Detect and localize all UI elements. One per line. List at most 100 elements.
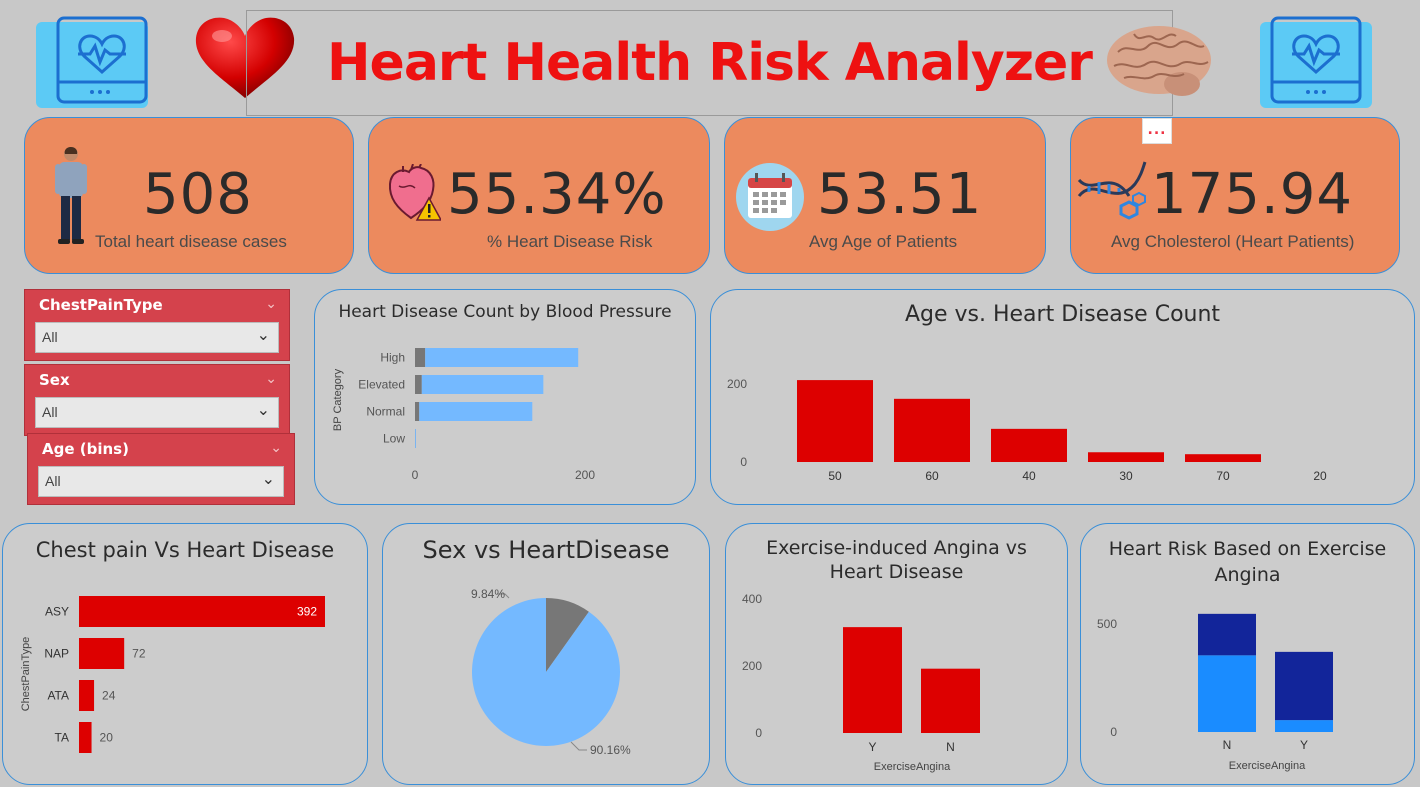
category-label: 20 bbox=[1313, 469, 1327, 483]
heart-icon bbox=[195, 17, 295, 99]
title-box: Heart Health Risk Analyzer bbox=[246, 10, 1173, 116]
bar bbox=[415, 375, 422, 394]
x-axis-label: ExerciseAngina bbox=[874, 761, 951, 773]
slicer-dropdown[interactable]: All ⌄ bbox=[35, 397, 279, 428]
chart-panel-angina: Exercise-induced Angina vs Heart Disease… bbox=[725, 523, 1068, 785]
dna-icon bbox=[1077, 161, 1147, 220]
kpi-value: 175.94 bbox=[1151, 162, 1353, 227]
bar bbox=[1185, 454, 1261, 462]
data-label: 72 bbox=[132, 647, 146, 661]
data-label: 9.84% bbox=[471, 587, 505, 601]
y-axis-label: BP Category bbox=[332, 368, 344, 431]
bp-chart: BP Category High Elevated Normal Low 0 200 bbox=[332, 348, 595, 482]
collapse-chevron-icon[interactable]: ⌄ bbox=[265, 296, 277, 312]
data-label: 24 bbox=[102, 689, 116, 703]
category-label: N bbox=[946, 740, 955, 754]
chevron-down-icon: ⌄ bbox=[256, 400, 270, 419]
category-label: ASY bbox=[45, 605, 69, 619]
data-label: 20 bbox=[100, 731, 114, 745]
data-label: 392 bbox=[297, 605, 317, 619]
bar bbox=[1088, 452, 1164, 462]
chart-title: Chest pain Vs Heart Disease bbox=[35, 538, 335, 562]
monitor-heartbeat-icon bbox=[1260, 16, 1372, 108]
chart-title: Exercise-induced Angina vs Heart Disease bbox=[766, 537, 1027, 583]
kpi-value: 53.51 bbox=[817, 162, 983, 227]
bar bbox=[991, 428, 1067, 462]
chart-panel-sex: Sex vs HeartDisease 9.84% 90.16% bbox=[382, 523, 710, 785]
brain-icon bbox=[1107, 26, 1211, 96]
tick-label: 200 bbox=[575, 468, 595, 482]
chest-pain-chart: ChestPainType ASY NAP ATA TA 392 72 24 20 bbox=[20, 596, 325, 753]
category-label: 70 bbox=[1216, 469, 1230, 483]
slicer-dropdown[interactable]: All ⌄ bbox=[38, 466, 284, 497]
collapse-chevron-icon[interactable]: ⌄ bbox=[265, 371, 277, 387]
tick-label: 500 bbox=[1097, 617, 1117, 631]
bar bbox=[921, 668, 980, 733]
bar bbox=[843, 627, 902, 733]
category-label: 60 bbox=[925, 469, 939, 483]
category-label: Y bbox=[868, 740, 876, 754]
bar bbox=[1275, 720, 1333, 732]
kpi-card-risk: 55.34% % Heart Disease Risk bbox=[368, 117, 710, 274]
chart-panel-bp: Heart Disease Count by Blood Pressure BP… bbox=[314, 289, 696, 505]
kpi-label: % Heart Disease Risk bbox=[487, 232, 653, 251]
page-title: Heart Health Risk Analyzer bbox=[327, 33, 1093, 93]
bar bbox=[415, 348, 426, 367]
kpi-card-total-cases: 508 Total heart disease cases bbox=[24, 117, 354, 274]
heart-warning-icon bbox=[388, 164, 441, 221]
bar bbox=[79, 596, 325, 627]
kpi-card-avg-age: 53.51 Avg Age of Patients bbox=[724, 117, 1046, 274]
kpi-value: 55.34% bbox=[447, 162, 667, 227]
slicer-chest-pain-type: ChestPainType ⌄ All ⌄ bbox=[24, 289, 290, 361]
slicer-value: All bbox=[45, 473, 61, 489]
bar bbox=[415, 402, 420, 421]
category-label: 30 bbox=[1119, 469, 1133, 483]
kpi-card-avg-cholesterol: 175.94 Avg Cholesterol (Heart Patients) bbox=[1070, 117, 1400, 274]
chart-panel-risk: Heart Risk Based on Exercise Angina Exer… bbox=[1080, 523, 1415, 785]
tick-label: 0 bbox=[755, 726, 762, 740]
bar bbox=[415, 429, 416, 448]
more-options-button[interactable]: ... bbox=[1142, 118, 1172, 144]
kpi-label: Avg Cholesterol (Heart Patients) bbox=[1111, 232, 1355, 251]
chart-title: Heart Disease Count by Blood Pressure bbox=[338, 302, 672, 322]
slicer-dropdown[interactable]: All ⌄ bbox=[35, 322, 279, 353]
bar bbox=[797, 380, 873, 462]
category-label: 50 bbox=[828, 469, 842, 483]
collapse-chevron-icon[interactable]: ⌄ bbox=[270, 440, 282, 456]
slicer-value: All bbox=[42, 329, 58, 345]
kpi-label: Avg Age of Patients bbox=[809, 232, 958, 251]
category-label: Elevated bbox=[358, 378, 405, 392]
pie-slice bbox=[546, 598, 589, 672]
category-label: Normal bbox=[366, 405, 405, 419]
slicer-value: All bbox=[42, 404, 58, 420]
tick-label: 400 bbox=[742, 592, 762, 606]
kpi-value: 508 bbox=[143, 162, 253, 227]
x-axis-label: ExerciseAngina bbox=[1229, 760, 1306, 772]
chart-panel-age: Age vs. Heart Disease Count 50 60 40 30 70 20… bbox=[710, 289, 1415, 505]
slicer-sex: Sex ⌄ All ⌄ bbox=[24, 364, 290, 436]
tick-label: 200 bbox=[727, 377, 747, 391]
category-label: ATA bbox=[47, 689, 69, 703]
chevron-down-icon: ⌄ bbox=[261, 469, 275, 488]
bar bbox=[1275, 651, 1333, 721]
leader-line bbox=[570, 741, 587, 751]
leader-line bbox=[497, 593, 510, 599]
chart-title: Sex vs HeartDisease bbox=[422, 536, 670, 564]
bar bbox=[79, 638, 125, 669]
bar bbox=[79, 722, 92, 753]
calendar-icon bbox=[736, 163, 804, 231]
slicer-age-bins: Age (bins) ⌄ All ⌄ bbox=[27, 433, 295, 505]
data-label: 90.16% bbox=[590, 743, 631, 757]
bar bbox=[79, 680, 95, 711]
category-label: Y bbox=[1300, 738, 1308, 752]
bar bbox=[419, 402, 533, 421]
chart-title: Age vs. Heart Disease Count bbox=[904, 302, 1221, 327]
person-icon bbox=[55, 147, 87, 244]
bar bbox=[1198, 655, 1256, 732]
slicer-title: Age (bins) bbox=[42, 440, 129, 458]
tick-label: 0 bbox=[1110, 725, 1117, 739]
tick-label: 0 bbox=[412, 468, 419, 482]
chart-panel-chest-pain: Chest pain Vs Heart Disease ChestPainTyp… bbox=[2, 523, 368, 785]
bar bbox=[894, 398, 970, 462]
